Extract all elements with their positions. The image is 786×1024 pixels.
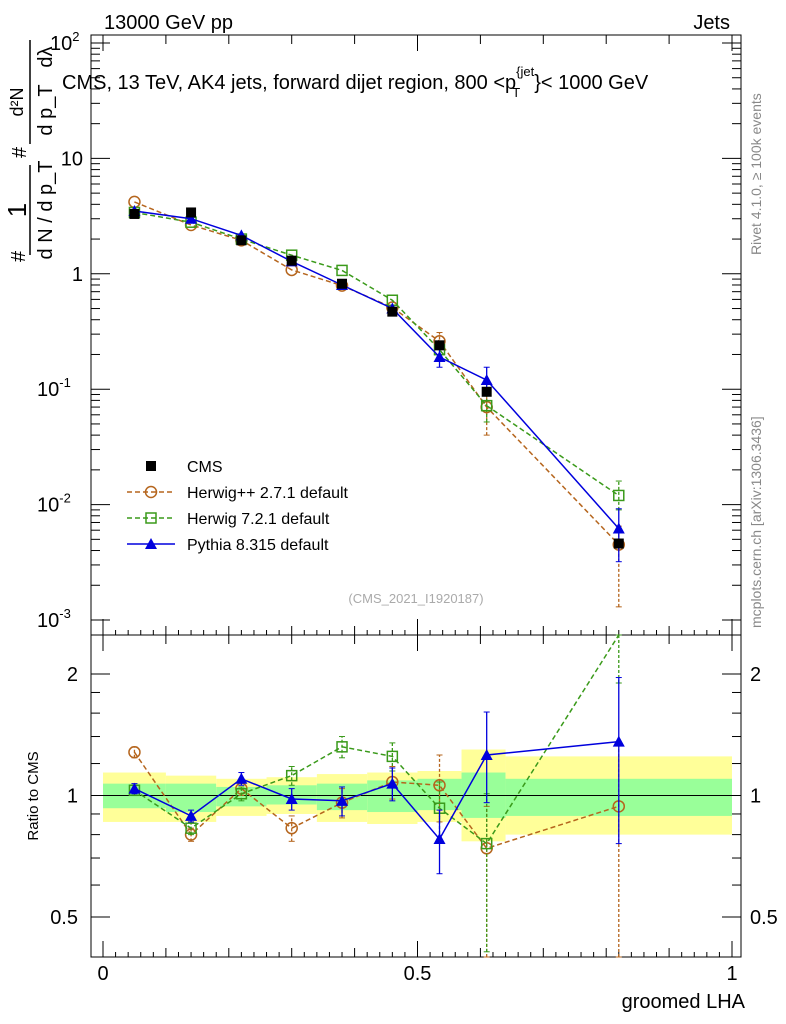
legend-item-herwigpp: Herwig++ 2.7.1 default [127, 485, 349, 502]
series-cms [129, 207, 624, 549]
point-pythia [185, 212, 198, 224]
point-herwig7 [336, 264, 348, 277]
mcplots-label: mcplots.cern.ch [arXiv:1306.3436] [748, 416, 764, 628]
point-pythia [128, 782, 141, 794]
point-cms [286, 255, 297, 266]
svg-text:d p_T: d p_T [35, 84, 57, 135]
point-cms [481, 386, 492, 397]
point-herwigpp [285, 821, 298, 835]
legend-marker-pythia [145, 538, 157, 549]
svg-text:d²N: d²N [7, 87, 27, 116]
series-line-pythia [134, 210, 620, 530]
point-cms [236, 235, 247, 246]
legend-marker-herwig7 [145, 512, 157, 524]
plot-title: CMS, 13 TeV, AK4 jets, forward dijet reg… [62, 64, 649, 100]
main-series [128, 195, 626, 608]
point-pythia [433, 351, 446, 363]
point-herwig7 [336, 741, 348, 753]
main-y-label: # 1 d N / d p_T # d²N d p_T dλ [2, 40, 57, 262]
point-cms [613, 538, 624, 549]
ratio-y-tick-label: 2 [67, 664, 78, 686]
legend-item-herwig7: Herwig 7.2.1 default [127, 511, 330, 528]
point-pythia [386, 777, 399, 789]
main-y-tick-label: 10 [61, 148, 83, 170]
legend-label: Herwig++ 2.7.1 default [187, 485, 349, 502]
point-pythia [336, 794, 349, 806]
ratio-y-tick-label-right: 1 [750, 786, 761, 808]
point-pythia [285, 793, 298, 805]
legend-marker-herwigpp [144, 485, 158, 499]
x-axis-label: groomed LHA [622, 991, 746, 1013]
point-herwig7 [285, 769, 298, 782]
x-tick-label: 0 [97, 963, 108, 985]
point-herwig7 [235, 788, 248, 800]
main-y-tick-label: 10-2 [37, 491, 71, 517]
point-pythia [235, 772, 248, 784]
main-y-tick-label: 102 [50, 29, 79, 55]
ratio-y-tick-label: 0.5 [50, 907, 78, 929]
main-y-tick-label: 10-3 [37, 606, 71, 632]
ratio-y-tick-label-right: 0.5 [750, 907, 778, 929]
point-pythia [433, 833, 446, 845]
main-y-tick-label: 10-1 [37, 375, 71, 401]
analysis-watermark: (CMS_2021_I1920187) [348, 591, 483, 606]
svg-text:dλ: dλ [35, 46, 57, 67]
legend-label: Herwig 7.2.1 default [187, 511, 330, 528]
svg-text:#: # [9, 146, 31, 158]
point-pythia [480, 748, 493, 760]
legend-item-cms: CMS [146, 459, 223, 476]
point-pythia [612, 735, 625, 747]
point-pythia [185, 809, 198, 821]
ratio-y-tick-label: 1 [67, 786, 78, 808]
header-right: Jets [693, 12, 730, 34]
point-cms [337, 278, 348, 289]
point-herwig7 [386, 750, 399, 763]
x-tick-label: 1 [726, 963, 737, 985]
header-left: 13000 GeV pp [104, 12, 233, 34]
series-pythia [128, 205, 625, 563]
point-cms [434, 340, 445, 351]
svg-text:1: 1 [2, 203, 32, 217]
legend-label: Pythia 8.315 default [187, 537, 329, 554]
ratio-y-tick-label-right: 2 [750, 664, 761, 686]
band-inner-2 [216, 786, 267, 807]
point-herwig7 [480, 837, 493, 850]
point-herwigpp [433, 779, 446, 792]
point-cms [129, 208, 140, 219]
ratio-series [128, 634, 626, 958]
x-tick-label: 0.5 [404, 963, 432, 985]
point-cms [186, 207, 197, 218]
main-y-tick-label: 1 [72, 264, 83, 286]
point-herwigpp [128, 745, 141, 759]
legend-marker-cms [146, 461, 156, 471]
legend-label: CMS [187, 459, 223, 476]
series-pythia [128, 677, 625, 875]
svg-text:#: # [8, 250, 30, 262]
point-pythia [612, 522, 625, 534]
axes: 10-3 10-2 10-1 1 10 102 0 0.5 1 0.5 0.5 1 1 2 2 [37, 29, 778, 985]
rivet-label: Rivet 4.1.0, ≥ 100k events [748, 93, 764, 255]
point-herwig7 [185, 822, 197, 834]
legend-item-pythia: Pythia 8.315 default [127, 537, 329, 554]
point-cms [387, 306, 398, 317]
svg-text:d N / d p_T: d N / d p_T [35, 161, 57, 260]
point-herwig7 [480, 399, 493, 412]
legend: CMS Herwig++ 2.7.1 default Herwig 7.2.1 de… [127, 459, 349, 554]
ratio-y-label: Ratio to CMS [25, 751, 42, 840]
point-herwig7 [613, 489, 625, 502]
point-pythia [480, 374, 493, 386]
series-line-herwig7 [134, 211, 620, 497]
